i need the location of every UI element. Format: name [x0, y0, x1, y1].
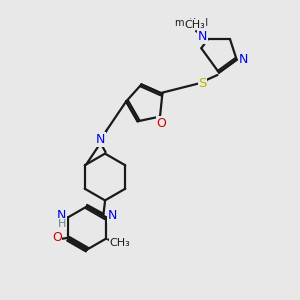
Text: O: O: [52, 231, 62, 244]
Text: O: O: [157, 117, 166, 130]
Text: H: H: [58, 219, 67, 229]
Text: CH₃: CH₃: [110, 238, 130, 248]
Text: N: N: [198, 30, 207, 43]
Text: N: N: [96, 133, 105, 146]
Text: N: N: [108, 209, 117, 222]
Text: N: N: [57, 209, 66, 222]
Text: methyl: methyl: [175, 18, 208, 28]
Text: S: S: [198, 76, 207, 90]
Text: CH₃: CH₃: [184, 20, 205, 30]
Text: N: N: [238, 53, 248, 66]
